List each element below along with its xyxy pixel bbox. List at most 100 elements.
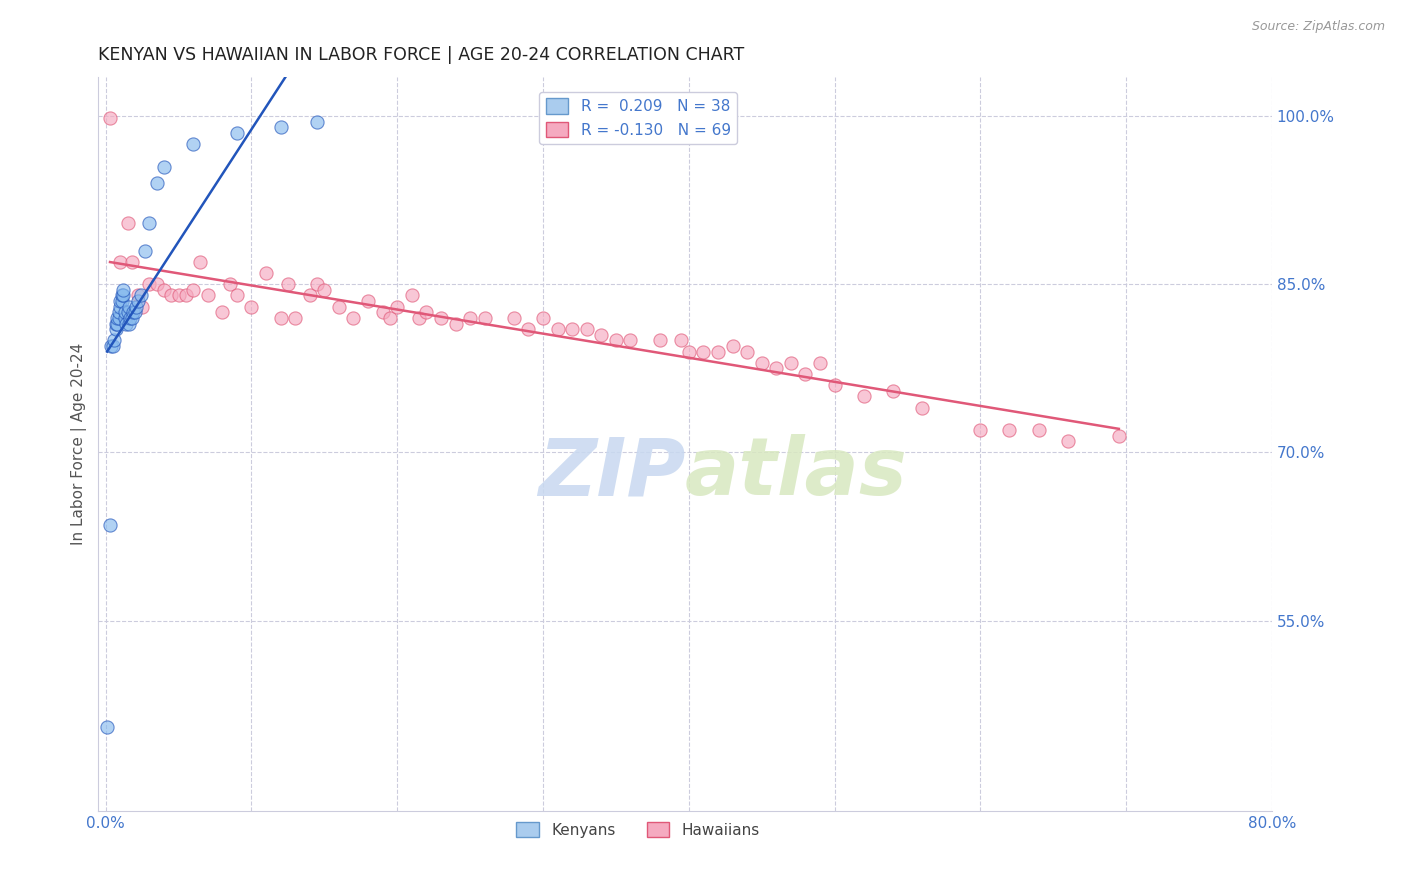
Point: [284, 310, 307, 325]
Point: [591, 327, 613, 342]
Point: [134, 244, 156, 258]
Point: [408, 310, 430, 325]
Point: [415, 305, 437, 319]
Point: [181, 283, 204, 297]
Point: [371, 305, 394, 319]
Point: [153, 283, 176, 297]
Text: ZIP: ZIP: [537, 434, 685, 512]
Point: [765, 361, 787, 376]
Point: [342, 310, 364, 325]
Point: [114, 305, 136, 319]
Point: [120, 310, 142, 325]
Point: [96, 720, 118, 734]
Point: [225, 288, 247, 302]
Point: [153, 160, 176, 174]
Point: [121, 310, 143, 325]
Point: [145, 177, 167, 191]
Point: [547, 322, 569, 336]
Point: [110, 294, 132, 309]
Point: [138, 277, 160, 292]
Point: [131, 300, 153, 314]
Point: [298, 288, 321, 302]
Point: [270, 120, 292, 135]
Point: [575, 322, 598, 336]
Point: [502, 310, 524, 325]
Point: [98, 112, 121, 126]
Point: [115, 317, 138, 331]
Point: [692, 344, 714, 359]
Point: [103, 334, 125, 348]
Point: [118, 300, 141, 314]
Point: [254, 266, 277, 280]
Point: [531, 310, 554, 325]
Point: [751, 356, 773, 370]
Point: [138, 216, 160, 230]
Point: [707, 344, 730, 359]
Text: KENYAN VS HAWAIIAN IN LABOR FORCE | AGE 20-24 CORRELATION CHART: KENYAN VS HAWAIIAN IN LABOR FORCE | AGE …: [98, 46, 745, 64]
Point: [882, 384, 904, 398]
Point: [824, 378, 846, 392]
Point: [117, 305, 139, 319]
Point: [1108, 428, 1130, 442]
Point: [225, 126, 247, 140]
Point: [430, 310, 453, 325]
Point: [1056, 434, 1078, 449]
Point: [387, 300, 409, 314]
Point: [328, 300, 350, 314]
Point: [721, 339, 744, 353]
Point: [671, 334, 693, 348]
Point: [197, 288, 219, 302]
Point: [110, 255, 132, 269]
Point: [794, 367, 817, 381]
Point: [121, 255, 143, 269]
Point: [605, 334, 627, 348]
Point: [117, 216, 139, 230]
Point: [648, 334, 671, 348]
Point: [98, 518, 121, 533]
Point: [111, 288, 134, 302]
Point: [458, 310, 481, 325]
Point: [190, 255, 212, 269]
Point: [305, 277, 328, 292]
Point: [104, 317, 127, 331]
Point: [969, 423, 991, 437]
Point: [211, 305, 233, 319]
Point: [124, 305, 146, 319]
Point: [112, 288, 135, 302]
Point: [125, 300, 148, 314]
Point: [378, 310, 401, 325]
Point: [111, 294, 134, 309]
Point: [619, 334, 641, 348]
Y-axis label: In Labor Force | Age 20-24: In Labor Force | Age 20-24: [72, 343, 87, 545]
Point: [114, 310, 136, 325]
Point: [127, 294, 149, 309]
Point: [107, 310, 129, 325]
Point: [105, 310, 128, 325]
Point: [167, 288, 190, 302]
Text: Source: ZipAtlas.com: Source: ZipAtlas.com: [1251, 20, 1385, 33]
Point: [160, 288, 183, 302]
Point: [517, 322, 540, 336]
Point: [911, 401, 934, 415]
Point: [561, 322, 583, 336]
Point: [240, 300, 263, 314]
Point: [357, 294, 380, 309]
Point: [852, 389, 875, 403]
Point: [100, 339, 122, 353]
Point: [474, 310, 496, 325]
Point: [174, 288, 197, 302]
Point: [678, 344, 700, 359]
Point: [181, 137, 204, 152]
Point: [145, 277, 167, 292]
Legend: Kenyans, Hawaiians: Kenyans, Hawaiians: [510, 815, 766, 844]
Point: [998, 423, 1021, 437]
Point: [779, 356, 801, 370]
Point: [444, 317, 467, 331]
Point: [110, 300, 132, 314]
Point: [127, 288, 149, 302]
Point: [218, 277, 240, 292]
Point: [105, 317, 128, 331]
Point: [314, 283, 336, 297]
Point: [129, 288, 152, 302]
Point: [808, 356, 831, 370]
